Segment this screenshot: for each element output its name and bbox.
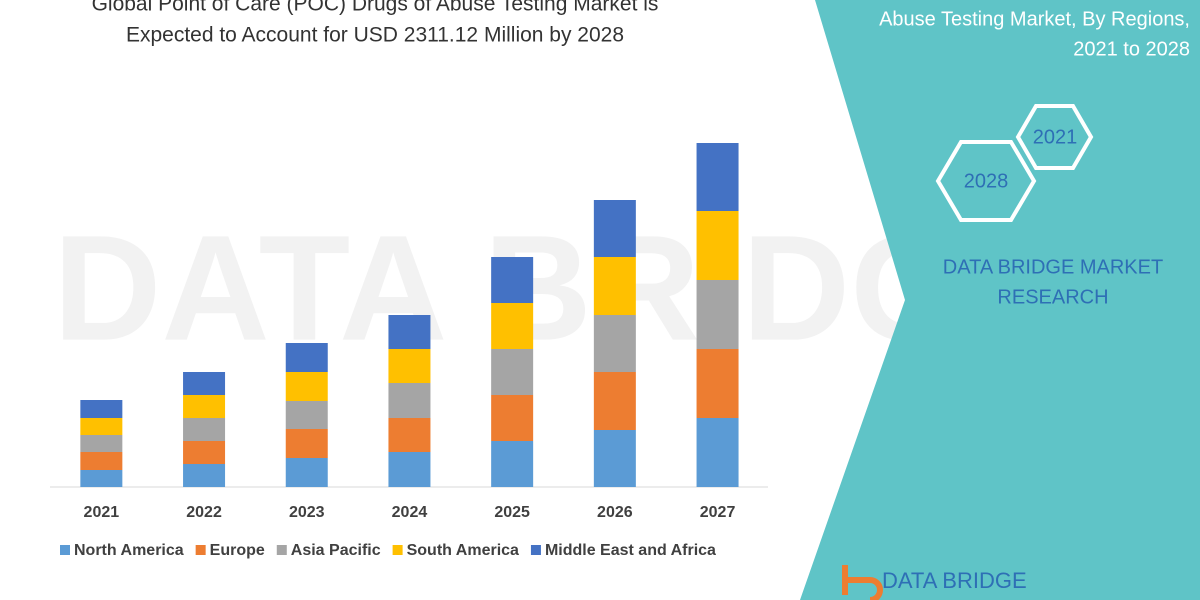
logo-text: DATA BRIDGE xyxy=(882,568,1027,593)
badge-label: 2021 xyxy=(1033,126,1078,148)
bar-segment xyxy=(183,395,226,418)
bar-segment xyxy=(388,452,431,487)
legend-swatch xyxy=(530,545,541,555)
bar-segment xyxy=(696,211,739,280)
legend-swatch xyxy=(276,545,287,555)
bar-segment xyxy=(593,372,636,430)
legend-swatch xyxy=(195,545,206,555)
legend-swatch xyxy=(60,545,70,555)
legend-label: Middle East and Africa xyxy=(545,542,716,559)
x-tick-label: 2022 xyxy=(186,504,222,521)
bar-segment xyxy=(593,315,636,372)
x-tick-label: 2026 xyxy=(597,504,633,521)
side-title: 2021 to 2028 xyxy=(1073,38,1190,60)
bar-segment xyxy=(696,349,739,418)
bar-segment xyxy=(491,441,534,487)
legend-label: North America xyxy=(74,542,184,559)
x-tick-label: 2023 xyxy=(289,504,325,521)
legend-label: Asia Pacific xyxy=(291,542,381,559)
bar-segment xyxy=(80,470,123,487)
bar-segment xyxy=(593,200,636,257)
legend-label: Europe xyxy=(210,542,265,559)
bar-segment xyxy=(491,303,534,349)
bar-segment xyxy=(183,372,226,395)
bar-segment xyxy=(285,372,328,401)
bar-segment xyxy=(183,418,226,441)
bar-segment xyxy=(80,452,123,470)
x-tick-label: 2024 xyxy=(392,504,428,521)
bar-segment xyxy=(491,395,534,441)
brand-text: RESEARCH xyxy=(997,286,1108,308)
bar-segment xyxy=(696,143,739,211)
bar-segment xyxy=(491,349,534,395)
bar-segment xyxy=(491,257,534,303)
bar-segment xyxy=(80,435,123,452)
bar-segment xyxy=(80,400,123,418)
logo-icon xyxy=(842,565,883,600)
bar-segment xyxy=(285,401,328,429)
x-tick-label: 2027 xyxy=(700,504,736,521)
bar-segment xyxy=(183,464,226,487)
hexagon xyxy=(935,140,1037,222)
legend-label: South America xyxy=(407,542,519,559)
brand-text: DATA BRIDGE MARKET xyxy=(943,256,1163,278)
bar-segment xyxy=(388,383,431,418)
legend-swatch xyxy=(392,545,403,555)
bar-segment xyxy=(80,418,123,435)
bar-segment xyxy=(593,257,636,315)
bar-segment xyxy=(593,430,636,487)
bar-segment xyxy=(696,280,739,349)
bar-segment xyxy=(388,418,431,452)
bar-segment xyxy=(183,441,226,464)
bar-segment xyxy=(696,418,739,487)
x-tick-label: 2025 xyxy=(494,504,530,521)
hexagon xyxy=(1015,104,1094,170)
chart-title: Expected to Account for USD 2311.12 Mill… xyxy=(126,24,624,47)
bar-segment xyxy=(388,349,431,383)
chart-title: Global Point of Care (POC) Drugs of Abus… xyxy=(92,0,659,16)
side-panel xyxy=(800,0,1200,600)
bar-segment xyxy=(285,343,328,372)
x-tick-label: 2021 xyxy=(84,504,120,521)
bar-segment xyxy=(388,315,431,349)
badge-label: 2028 xyxy=(964,170,1009,192)
bar-segment xyxy=(285,458,328,487)
bar-segment xyxy=(285,429,328,458)
side-title: Abuse Testing Market, By Regions, xyxy=(879,8,1190,30)
